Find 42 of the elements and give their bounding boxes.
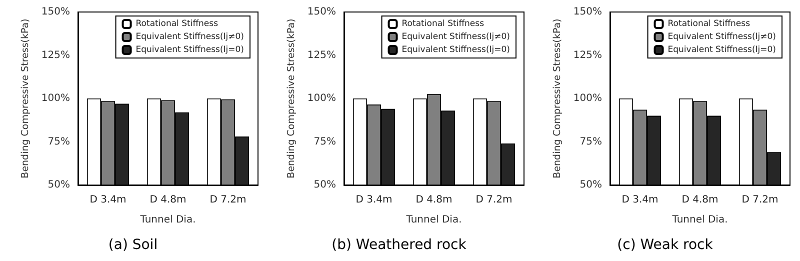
y-axis-title: Bending Compressive Stress(kPa) — [552, 18, 564, 178]
x-tick-label: D 4.8m — [682, 194, 718, 206]
y-axis-title: Bending Compressive Stress(kPa) — [286, 18, 298, 178]
legend-label: Equivalent Stiffness(Ij≠0) — [136, 32, 244, 42]
x-tick-label: D 7.2m — [476, 194, 512, 206]
y-axis-title: Bending Compressive Stress(kPa) — [20, 18, 32, 178]
x-tick-label: D 3.4m — [356, 194, 392, 206]
legend-label: Equivalent Stiffness(Ij=0) — [668, 45, 776, 55]
y-tick-label: 125% — [307, 50, 336, 61]
legend-label: Rotational Stiffness — [136, 19, 219, 29]
x-tick-label: D 7.2m — [742, 194, 778, 206]
y-tick-label: 125% — [41, 50, 70, 61]
legend-label: Equivalent Stiffness(Ij=0) — [136, 45, 244, 55]
y-tick-label: 100% — [573, 93, 602, 104]
x-tick-label: D 4.8m — [416, 194, 452, 206]
y-tick-label: 150% — [573, 6, 602, 18]
legend-label: Equivalent Stiffness(Ij=0) — [402, 45, 510, 55]
y-tick-label: 100% — [307, 93, 336, 104]
text: (b) Weathered rock — [332, 237, 468, 253]
x-tick-label: D 7.2m — [210, 194, 246, 206]
x-axis-title: Tunnel Dia. — [405, 214, 462, 226]
text: (c) Weak rock — [617, 237, 714, 253]
y-tick-label: 50% — [580, 180, 602, 190]
x-axis-title: Tunnel Dia. — [139, 214, 196, 226]
y-tick-label: 125% — [573, 50, 602, 61]
legend-label: Rotational Stiffness — [402, 19, 485, 29]
text: (a) Soil — [108, 237, 158, 253]
y-tick-label: 150% — [41, 6, 70, 18]
y-tick-label: 50% — [314, 180, 336, 190]
y-tick-label: 75% — [314, 136, 336, 148]
y-tick-label: 100% — [41, 93, 70, 104]
y-tick-label: 75% — [48, 136, 70, 148]
legend-label: Equivalent Stiffness(Ij≠0) — [668, 32, 776, 42]
x-tick-label: D 3.4m — [622, 194, 658, 206]
y-tick-label: 50% — [48, 180, 70, 190]
y-tick-label: 150% — [307, 6, 336, 18]
x-axis-title: Tunnel Dia. — [671, 214, 728, 226]
x-tick-label: D 3.4m — [90, 194, 126, 206]
y-tick-label: 75% — [580, 136, 602, 148]
legend-label: Equivalent Stiffness(Ij≠0) — [402, 32, 510, 42]
x-tick-label: D 4.8m — [150, 194, 186, 206]
legend-label: Rotational Stiffness — [668, 19, 751, 29]
